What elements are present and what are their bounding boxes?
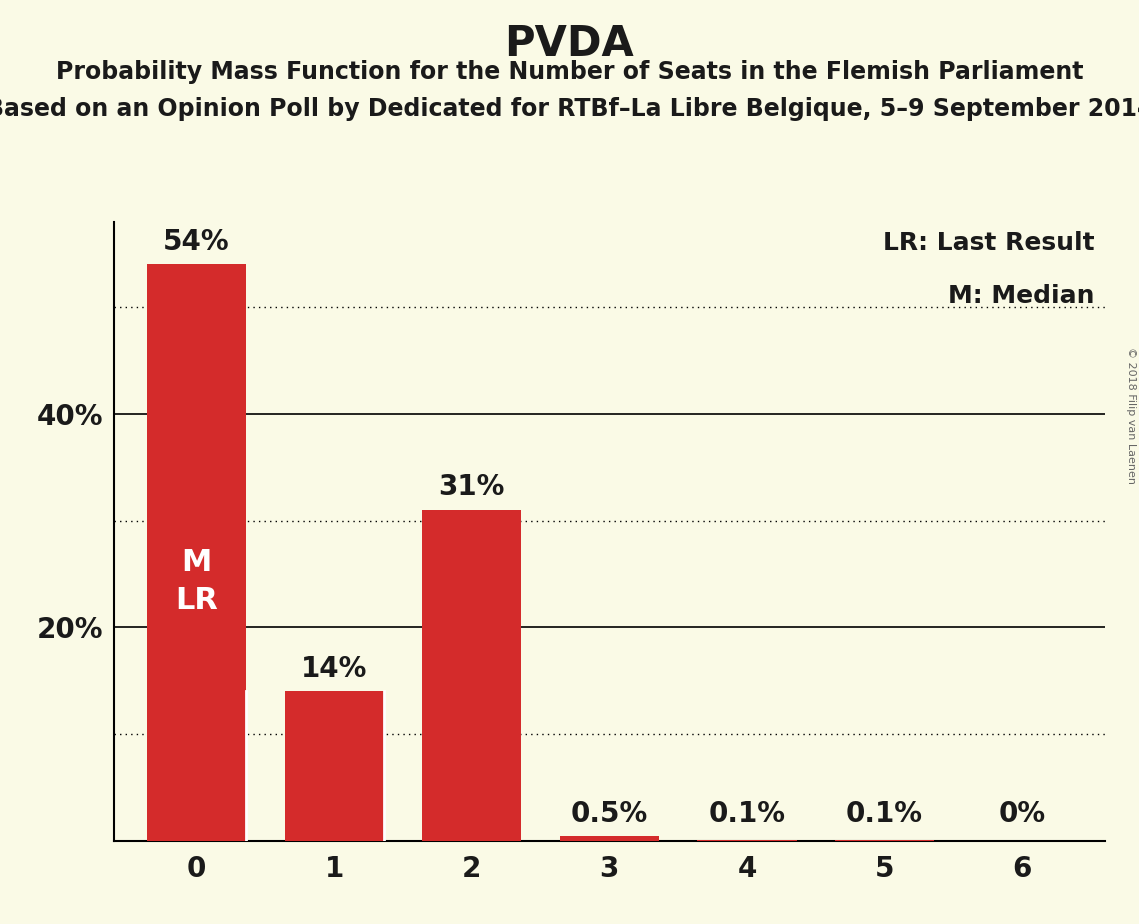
Text: Based on an Opinion Poll by Dedicated for RTBf–La Libre Belgique, 5–9 September : Based on an Opinion Poll by Dedicated fo… — [0, 97, 1139, 121]
Text: 0%: 0% — [999, 800, 1046, 828]
Text: 14%: 14% — [301, 655, 367, 683]
Text: LR: Last Result: LR: Last Result — [884, 231, 1095, 255]
Bar — [423, 510, 522, 841]
Bar — [560, 835, 658, 841]
Text: 0.5%: 0.5% — [571, 800, 648, 828]
Text: M: Median: M: Median — [949, 284, 1095, 308]
Bar — [285, 691, 384, 841]
Text: PVDA: PVDA — [505, 23, 634, 65]
Text: © 2018 Filip van Laenen: © 2018 Filip van Laenen — [1126, 347, 1136, 484]
Text: 0.1%: 0.1% — [708, 800, 786, 828]
Bar — [835, 840, 934, 841]
Text: Probability Mass Function for the Number of Seats in the Flemish Parliament: Probability Mass Function for the Number… — [56, 60, 1083, 84]
Text: 31%: 31% — [439, 473, 505, 502]
Text: M
LR: M LR — [175, 548, 218, 615]
Text: 54%: 54% — [163, 228, 230, 256]
Bar — [147, 264, 246, 841]
Bar — [697, 840, 796, 841]
Text: 0.1%: 0.1% — [846, 800, 923, 828]
